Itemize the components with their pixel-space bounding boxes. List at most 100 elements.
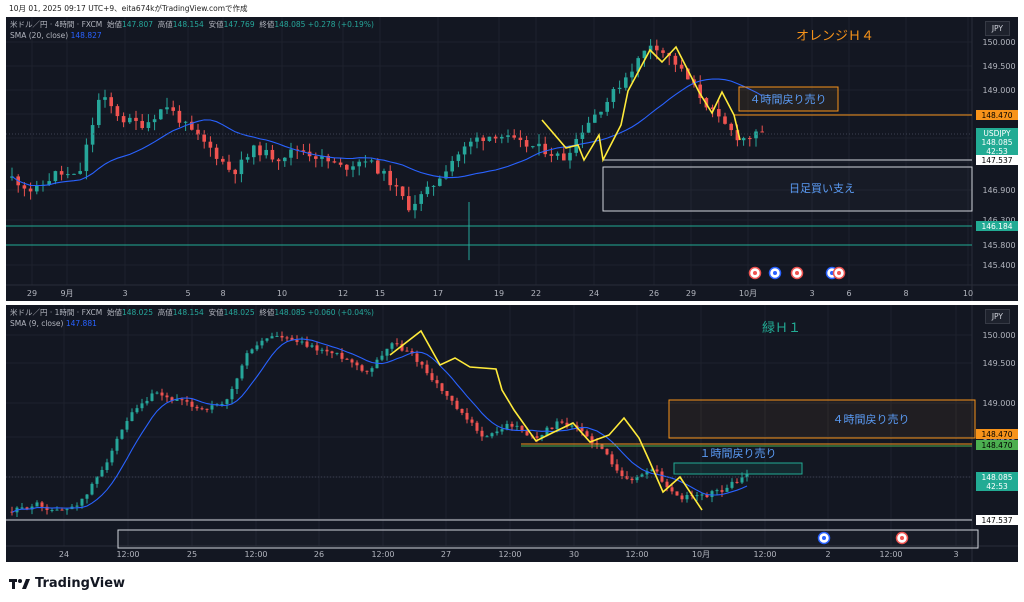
h4-zigzag-line xyxy=(541,45,741,163)
h1-candle-body xyxy=(635,476,639,481)
h1-candle-body xyxy=(665,481,669,488)
h4-candle-body xyxy=(487,136,492,141)
h4-time-tick: 12 xyxy=(338,289,348,298)
h4-candle-body xyxy=(419,194,423,204)
h4-candle-body xyxy=(723,116,727,124)
h1-h4-sell-zone-box xyxy=(668,399,976,439)
h4-candle-body xyxy=(735,130,740,141)
h4-candle-body xyxy=(196,129,200,135)
h1-price-axis: 150.000149.500149.000148.500148.000147.5… xyxy=(982,331,1015,524)
h4-candle-body xyxy=(35,185,39,192)
h1-candle-body xyxy=(275,335,279,337)
h1-candle-body xyxy=(265,338,269,341)
h1-candle-body xyxy=(375,359,379,369)
h1-candle-body xyxy=(330,351,334,354)
h4-time-tick: 26 xyxy=(649,289,659,298)
h1-event-flag-dot xyxy=(822,536,826,540)
h1-candle-body xyxy=(210,405,214,410)
h4-price-tick: 146.900 xyxy=(982,186,1015,195)
h1-candle-body xyxy=(500,429,504,432)
h1-candle-body xyxy=(85,494,89,499)
h4-high-label: 高値 xyxy=(157,20,173,29)
h4-candle-body xyxy=(369,160,374,162)
h1-candle-body xyxy=(650,469,654,472)
h1-candle-body xyxy=(570,425,574,427)
h4-candle-body xyxy=(630,71,634,78)
h4-candle-body xyxy=(679,64,684,69)
h1-countdown-tag-text: 42:53 xyxy=(986,482,1008,491)
h1-candle-body xyxy=(510,423,514,427)
h4-candle-body xyxy=(642,50,647,59)
h1-time-tick: 12:00 xyxy=(879,550,902,559)
h4-chart-panel[interactable]: 150.000149.500149.000148.500148.000147.5… xyxy=(6,17,1018,301)
h1-candle-body xyxy=(525,431,529,436)
h4-time-tick: 19 xyxy=(494,289,504,298)
h1-candle-body xyxy=(220,403,224,405)
h4-sma-line xyxy=(11,78,763,187)
h1-candle-body xyxy=(235,378,239,389)
h4-orange-level-tag: 148.470 xyxy=(976,110,1018,120)
h4-time-tick: 8 xyxy=(903,289,908,298)
h4-candle-body xyxy=(413,203,417,211)
h1-candle-body xyxy=(80,498,84,506)
h1-currency-badge[interactable]: JPY xyxy=(984,309,1010,324)
h1-time-tick: 3 xyxy=(953,550,958,559)
h4-candle-body xyxy=(624,77,628,88)
h1-low-label: 安値 xyxy=(208,308,224,317)
h1-time-tick: 10月 xyxy=(692,550,710,559)
h1-candle-body xyxy=(350,359,354,363)
h4-currency-badge[interactable]: JPY xyxy=(984,21,1010,36)
h4-chart-canvas[interactable]: 150.000149.500149.000148.500148.000147.5… xyxy=(6,17,1018,301)
h1-chart-canvas[interactable]: 150.000149.500149.000148.500148.000147.5… xyxy=(6,305,1018,562)
h1-candle-body xyxy=(225,399,229,404)
h4-time-tick: 24 xyxy=(589,289,599,298)
h4-candle-body xyxy=(506,135,510,137)
h1-candle-body xyxy=(700,494,704,496)
h1-candle-body xyxy=(680,495,684,500)
h1-candle-body xyxy=(695,495,699,497)
h1-candle-body xyxy=(640,474,644,477)
h1-candle-body xyxy=(125,421,129,430)
h1-zigzag-line xyxy=(389,329,703,511)
h1-candle-body xyxy=(740,477,744,483)
h1-candle-body xyxy=(395,343,399,345)
h4-candle-body xyxy=(165,107,169,110)
h1-time-tick: 12:00 xyxy=(116,550,139,559)
h4-candle-body xyxy=(289,149,293,158)
h1-high-label: 高値 xyxy=(157,308,173,317)
h4-event-flag-dot xyxy=(773,271,777,275)
h1-chart-panel[interactable]: 150.000149.500149.000148.500148.000147.5… xyxy=(6,305,1018,562)
h4-candle-body xyxy=(221,158,225,162)
h1-support-zone-box xyxy=(117,529,979,549)
h1-candle-body xyxy=(20,507,24,509)
h4-candle-body xyxy=(208,141,213,148)
h4-time-tick: 29 xyxy=(27,289,37,298)
h1-last-price-tag: 148.085 xyxy=(976,472,1018,482)
h1-sma-legend[interactable]: SMA (9, close) 147.881 xyxy=(10,319,97,329)
h1-white-level-tag: 147.537 xyxy=(976,515,1018,525)
h1-low-value: 148.025 xyxy=(223,308,255,317)
h1-candle-body xyxy=(715,490,719,492)
h4-support-zone-box xyxy=(602,166,973,212)
h4-candle-body xyxy=(394,185,399,187)
h1-grid xyxy=(6,305,972,546)
h1-time-tick: 30 xyxy=(569,550,579,559)
h1-candle-body xyxy=(320,349,324,351)
h4-sma-value: 148.827 xyxy=(70,31,102,40)
h1-candle-body xyxy=(130,412,134,422)
h1-candle-body xyxy=(495,431,499,434)
h4-candle-body xyxy=(593,114,597,123)
h4-candle-body xyxy=(140,120,144,128)
h4-time-tick: 8 xyxy=(220,289,225,298)
h1-candle-body xyxy=(325,349,329,352)
h1-candle-body xyxy=(585,431,589,437)
h4-candle-body xyxy=(159,109,163,120)
h4-sma-legend[interactable]: SMA (20, close) 148.827 xyxy=(10,31,102,41)
h4-orange-level-tag-text: 148.470 xyxy=(981,111,1012,120)
h1-countdown-tag: 42:53 xyxy=(976,481,1018,491)
h1-candle-body xyxy=(445,390,449,396)
h1-candle-body xyxy=(615,464,619,471)
h1-candle-body xyxy=(620,470,624,477)
tradingview-footer[interactable]: TradingView xyxy=(9,576,125,591)
h1-time-tick: 2 xyxy=(825,550,830,559)
